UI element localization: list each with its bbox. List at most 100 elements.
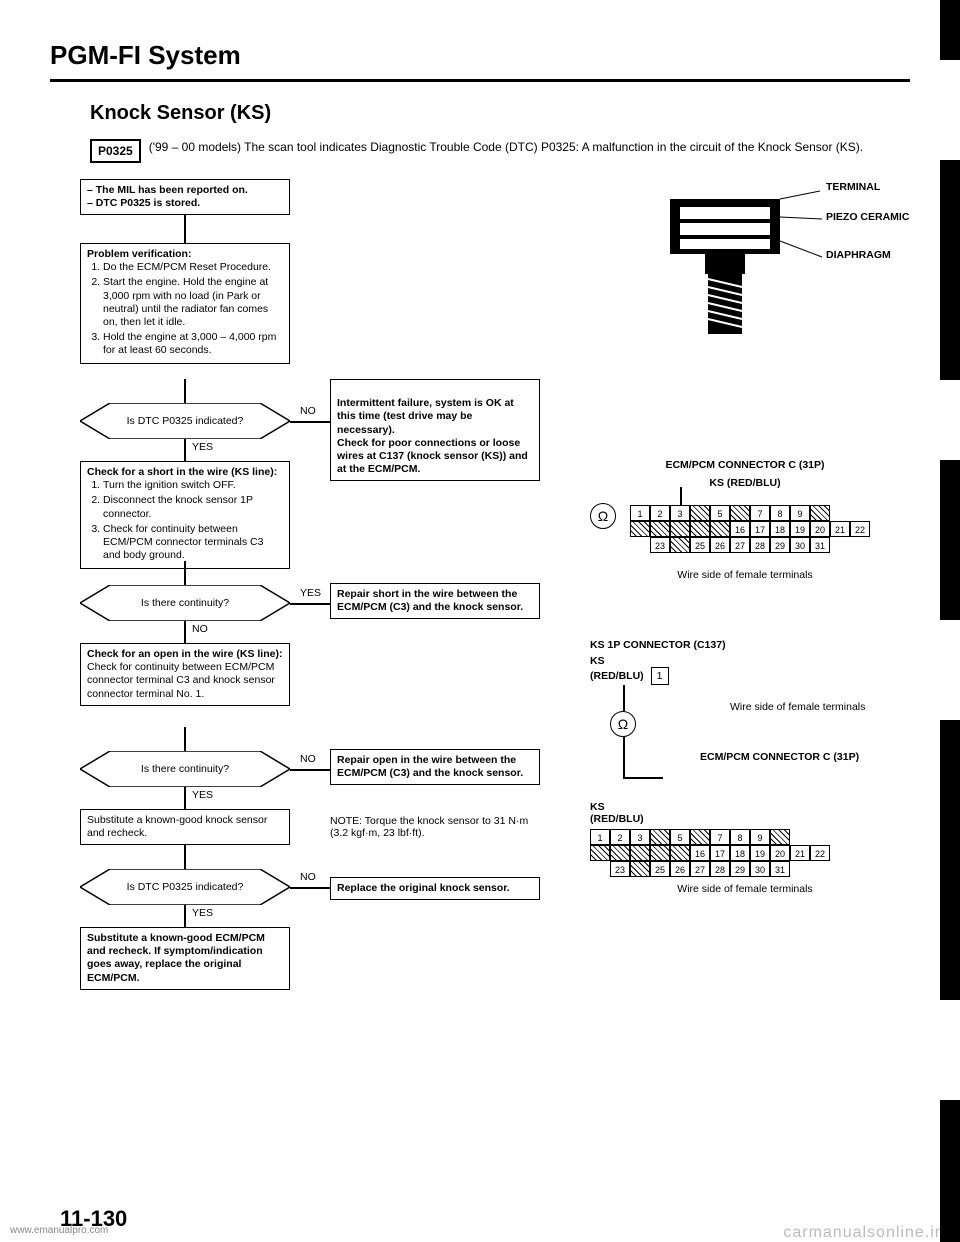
wire-side-note: Wire side of female terminals [730,701,890,713]
connector-pin: 31 [810,537,830,553]
connector-pin [690,829,710,845]
connector-pin: 30 [750,861,770,877]
connector-pin: 17 [750,521,770,537]
connector-pin: 27 [690,861,710,877]
ohm-icon: Ω [610,711,636,737]
connector-pin [670,845,690,861]
label-terminal: TERMINAL [826,181,880,193]
connector-line [184,621,186,643]
flow-substitute-sensor: Substitute a known-good knock sensor and… [80,809,290,845]
wire-side-note: Wire side of female terminals [590,569,900,581]
connector-pin [770,829,790,845]
connector-pin: 27 [730,537,750,553]
flow-start: – The MIL has been reported on. – DTC P0… [80,179,290,215]
connector-pin: 29 [770,537,790,553]
dtc-text: ('99 – 00 models) The scan tool indicate… [149,139,863,155]
decision-continuity-1: Is there continuity? [80,585,290,621]
connector-pin: 26 [670,861,690,877]
connector-pin: 9 [790,505,810,521]
connector-pin [670,537,690,553]
connector-pin: 16 [690,845,710,861]
connector-pin: 25 [690,537,710,553]
ks-wire-label: KS (RED/BLU) [590,477,900,489]
flow-replace-sensor: Replace the original knock sensor. [330,877,540,900]
connector-pin [630,845,650,861]
connector-line [184,439,186,461]
connector-pin [670,521,690,537]
flow-repair-open: Repair open in the wire between the ECM/… [330,749,540,785]
connector-pin: 17 [710,845,730,861]
label-diaphragm: DIAPHRAGM [826,249,891,261]
connector-sub-title: ECM/PCM CONNECTOR C (31P) [700,751,859,763]
connector-pin: 19 [750,845,770,861]
ks-color: (RED/BLU) [590,813,644,825]
connector-pin [650,845,670,861]
connector-pin: 28 [750,537,770,553]
connector-c31p-upper: ECM/PCM CONNECTOR C (31P) KS (RED/BLU) Ω… [590,459,900,581]
connector-title: ECM/PCM CONNECTOR C (31P) [590,459,900,471]
connector-pin: 8 [770,505,790,521]
list-item: Start the engine. Hold the engine at 3,0… [103,276,283,329]
connector-pin [810,505,830,521]
list-item: Disconnect the knock sensor 1P connector… [103,494,283,520]
connector-pin: 7 [710,829,730,845]
connector-pin: 20 [810,521,830,537]
connector-pin: 16 [730,521,750,537]
connector-pin: 21 [830,521,850,537]
connector-pin: 1 [630,505,650,521]
flow-check-open: Check for an open in the wire (KS line):… [80,643,290,706]
branch-no: NO [190,623,210,635]
flow-check-short: Check for a short in the wire (KS line):… [80,461,290,569]
flow-final: Substitute a known-good ECM/PCM and rech… [80,927,290,990]
connector-pin: 3 [630,829,650,845]
ks1p-title: KS 1P CONNECTOR (C137) [590,639,900,651]
check-open-title: Check for an open in the wire (KS line): [87,648,282,660]
decision-dtc-2: Is DTC P0325 indicated? [80,869,290,905]
connector-pin: 28 [710,861,730,877]
branch-yes: YES [298,587,323,599]
connector-pin: 20 [770,845,790,861]
connector-line [290,603,330,605]
connector-line [184,787,186,809]
connector-pin: 23 [650,537,670,553]
branch-yes: YES [190,789,215,801]
connector-ks1p: KS 1P CONNECTOR (C137) KS (RED/BLU) 1 Ω … [590,639,900,895]
branch-no: NO [298,753,318,765]
connector-pin: 18 [730,845,750,861]
connector-pin: 22 [810,845,830,861]
connector-pin: 5 [710,505,730,521]
connector-pin: 25 [650,861,670,877]
connector-pin [650,829,670,845]
page-title: PGM-FI System [50,40,910,82]
ks-label: KS [590,655,605,667]
connector-pin: 22 [850,521,870,537]
flow-verify-title: Problem verification: [87,248,191,260]
ks-color: (RED/BLU) [590,670,644,682]
connector-pin: 18 [770,521,790,537]
connector-pin [730,505,750,521]
torque-note: NOTE: Torque the knock sensor to 31 N·m … [330,815,530,839]
dtc-description: P0325 ('99 – 00 models) The scan tool in… [90,139,910,163]
connector-pin [590,845,610,861]
list-item: Turn the ignition switch OFF. [103,479,283,492]
branch-no: NO [298,871,318,883]
wire-side-note: Wire side of female terminals [590,883,900,895]
connector-line [184,905,186,927]
connector-line [184,379,186,403]
page-edge-tabs [930,0,960,1242]
check-short-title: Check for a short in the wire (KS line): [87,466,277,478]
flow-repair-short: Repair short in the wire between the ECM… [330,583,540,619]
connector-pin: 19 [790,521,810,537]
dtc-code-badge: P0325 [90,139,141,163]
connector-pin: 29 [730,861,750,877]
connector-pin [690,521,710,537]
watermark-left: www.emanualpro.com [10,1225,108,1236]
connector-pin: 1 [590,829,610,845]
flow-intermittent: Intermittent failure, system is OK at th… [330,379,540,481]
connector-pin: 30 [790,537,810,553]
connector-pin [650,521,670,537]
connector-pin: 31 [770,861,790,877]
branch-no: NO [298,405,318,417]
connector-line [184,215,186,243]
list-item: Check for continuity between ECM/PCM con… [103,523,283,562]
